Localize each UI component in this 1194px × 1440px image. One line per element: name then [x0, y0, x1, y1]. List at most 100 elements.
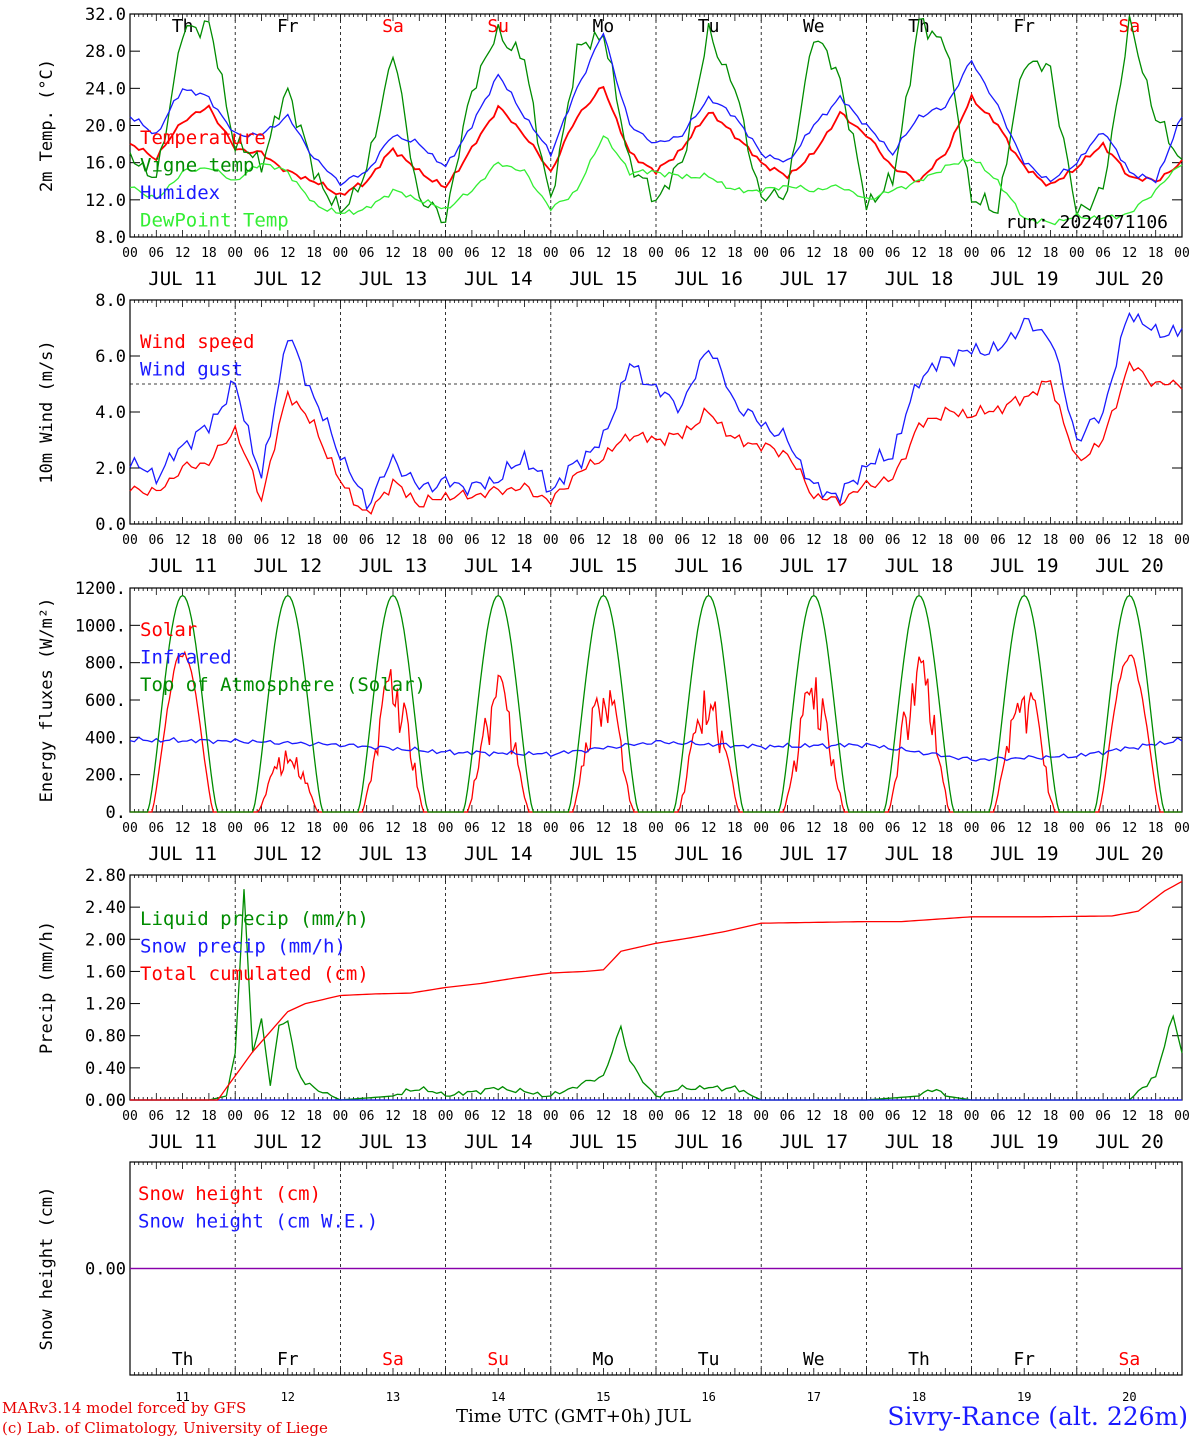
hour-tick-label: 18: [306, 1109, 322, 1124]
hour-tick-label: 06: [780, 533, 796, 548]
hour-tick-label: 06: [1095, 1109, 1111, 1124]
hour-tick-label: 18: [1043, 246, 1059, 261]
series-line: [129, 15, 1183, 224]
hour-tick-label: 00: [753, 821, 769, 836]
legend-entry: Snow height (cm W.E.): [138, 1211, 378, 1233]
day-label: JUL 20: [1095, 843, 1164, 865]
legend-entry: Infrared: [140, 647, 232, 669]
weekday-label: Mo: [593, 16, 615, 37]
hour-tick-label: 18: [727, 246, 743, 261]
hour-tick-label: 12: [175, 821, 191, 836]
date-number-label: 11: [175, 1390, 189, 1404]
day-label: JUL 12: [253, 268, 322, 290]
hour-tick-label: 12: [385, 533, 401, 548]
day-label: JUL 17: [779, 555, 848, 577]
hour-tick-label: 12: [911, 246, 927, 261]
y-tick-label: 1.20: [85, 995, 126, 1015]
weekday-label: Sa: [382, 1349, 404, 1370]
hour-tick-label: 12: [1122, 821, 1138, 836]
day-label: JUL 14: [464, 555, 533, 577]
day-label: JUL 17: [779, 1131, 848, 1153]
hour-tick-label: 18: [1043, 1109, 1059, 1124]
hour-tick-label: 18: [832, 821, 848, 836]
hour-tick-label: 00: [333, 533, 349, 548]
hour-tick-label: 12: [1122, 246, 1138, 261]
hour-tick-label: 00: [333, 1109, 349, 1124]
hour-tick-label: 06: [569, 1109, 585, 1124]
weekday-label: Mo: [593, 1349, 615, 1370]
series-line: [129, 85, 1183, 196]
hour-tick-label: 12: [596, 821, 612, 836]
hour-tick-label: 12: [806, 533, 822, 548]
hour-tick-label: 00: [1069, 246, 1085, 261]
hour-tick-label: 00: [1069, 821, 1085, 836]
hour-tick-label: 00: [333, 246, 349, 261]
run-label: run: 2024071106: [1005, 212, 1168, 233]
hour-tick-label: 00: [859, 1109, 875, 1124]
legend-entry: Wind gust: [140, 359, 243, 381]
weekday-label: Fr: [277, 16, 299, 37]
weekday-label: Tu: [698, 1349, 720, 1370]
day-label: JUL 17: [779, 843, 848, 865]
hour-tick-label: 12: [280, 1109, 296, 1124]
hour-tick-label: 00: [227, 246, 243, 261]
hour-tick-label: 06: [780, 1109, 796, 1124]
weekday-label: Su: [487, 1349, 509, 1370]
hour-tick-label: 06: [359, 821, 375, 836]
legend-entry: Snow height (cm): [138, 1183, 321, 1205]
day-label: JUL 19: [990, 1131, 1059, 1153]
hour-tick-label: 00: [438, 246, 454, 261]
hour-tick-label: 12: [175, 1109, 191, 1124]
hour-tick-label: 12: [911, 533, 927, 548]
hour-tick-label: 00: [227, 821, 243, 836]
hour-tick-label: 18: [517, 246, 533, 261]
weekday-label: We: [803, 16, 825, 37]
hour-tick-label: 12: [701, 533, 717, 548]
hour-tick-label: 00: [753, 1109, 769, 1124]
hour-tick-label: 06: [359, 533, 375, 548]
y-tick-label: 8.0: [95, 228, 126, 248]
day-label: JUL 13: [359, 555, 428, 577]
day-label: JUL 12: [253, 555, 322, 577]
hour-tick-label: 00: [859, 821, 875, 836]
y-tick-label: 1.60: [85, 962, 126, 982]
hour-tick-label: 00: [543, 821, 559, 836]
day-label: JUL 17: [779, 268, 848, 290]
hour-tick-label: 06: [885, 821, 901, 836]
legend-entry: Wind speed: [140, 331, 254, 353]
y-axis-label: 10m Wind (m/s): [37, 340, 57, 483]
hour-tick-label: 12: [175, 533, 191, 548]
y-tick-label: 0.00: [85, 1091, 126, 1111]
day-label: JUL 13: [359, 843, 428, 865]
y-axis-label: Precip (mm/h): [37, 921, 57, 1054]
hour-tick-label: 00: [753, 533, 769, 548]
date-number-label: 19: [1017, 1390, 1031, 1404]
hour-tick-label: 06: [674, 1109, 690, 1124]
hour-tick-label: 06: [1095, 533, 1111, 548]
date-number-label: 14: [491, 1390, 505, 1404]
y-tick-label: 2.80: [85, 866, 126, 886]
y-tick-label: 2.0: [95, 459, 126, 479]
hour-tick-label: 06: [464, 1109, 480, 1124]
day-label: JUL 19: [990, 268, 1059, 290]
hour-tick-label: 06: [148, 533, 164, 548]
weekday-label: Fr: [1013, 16, 1035, 37]
hour-tick-label: 18: [1148, 1109, 1164, 1124]
hour-tick-label: 06: [148, 246, 164, 261]
hour-tick-label: 06: [359, 1109, 375, 1124]
hour-tick-label: 06: [569, 821, 585, 836]
y-tick-label: 16.0: [85, 154, 126, 174]
hour-tick-label: 12: [806, 246, 822, 261]
y-tick-label: 24.0: [85, 79, 126, 99]
hour-tick-label: 00: [648, 821, 664, 836]
y-axis-label: Energy fluxes (W/m²): [37, 598, 57, 803]
y-tick-label: 200.: [85, 766, 126, 786]
hour-tick-label: 00: [648, 533, 664, 548]
hour-tick-label: 00: [1174, 821, 1190, 836]
hour-tick-label: 12: [1016, 821, 1032, 836]
hour-tick-label: 00: [859, 246, 875, 261]
y-tick-label: 20.0: [85, 117, 126, 137]
hour-tick-label: 12: [911, 821, 927, 836]
day-label: JUL 18: [885, 843, 954, 865]
hour-tick-label: 12: [280, 821, 296, 836]
